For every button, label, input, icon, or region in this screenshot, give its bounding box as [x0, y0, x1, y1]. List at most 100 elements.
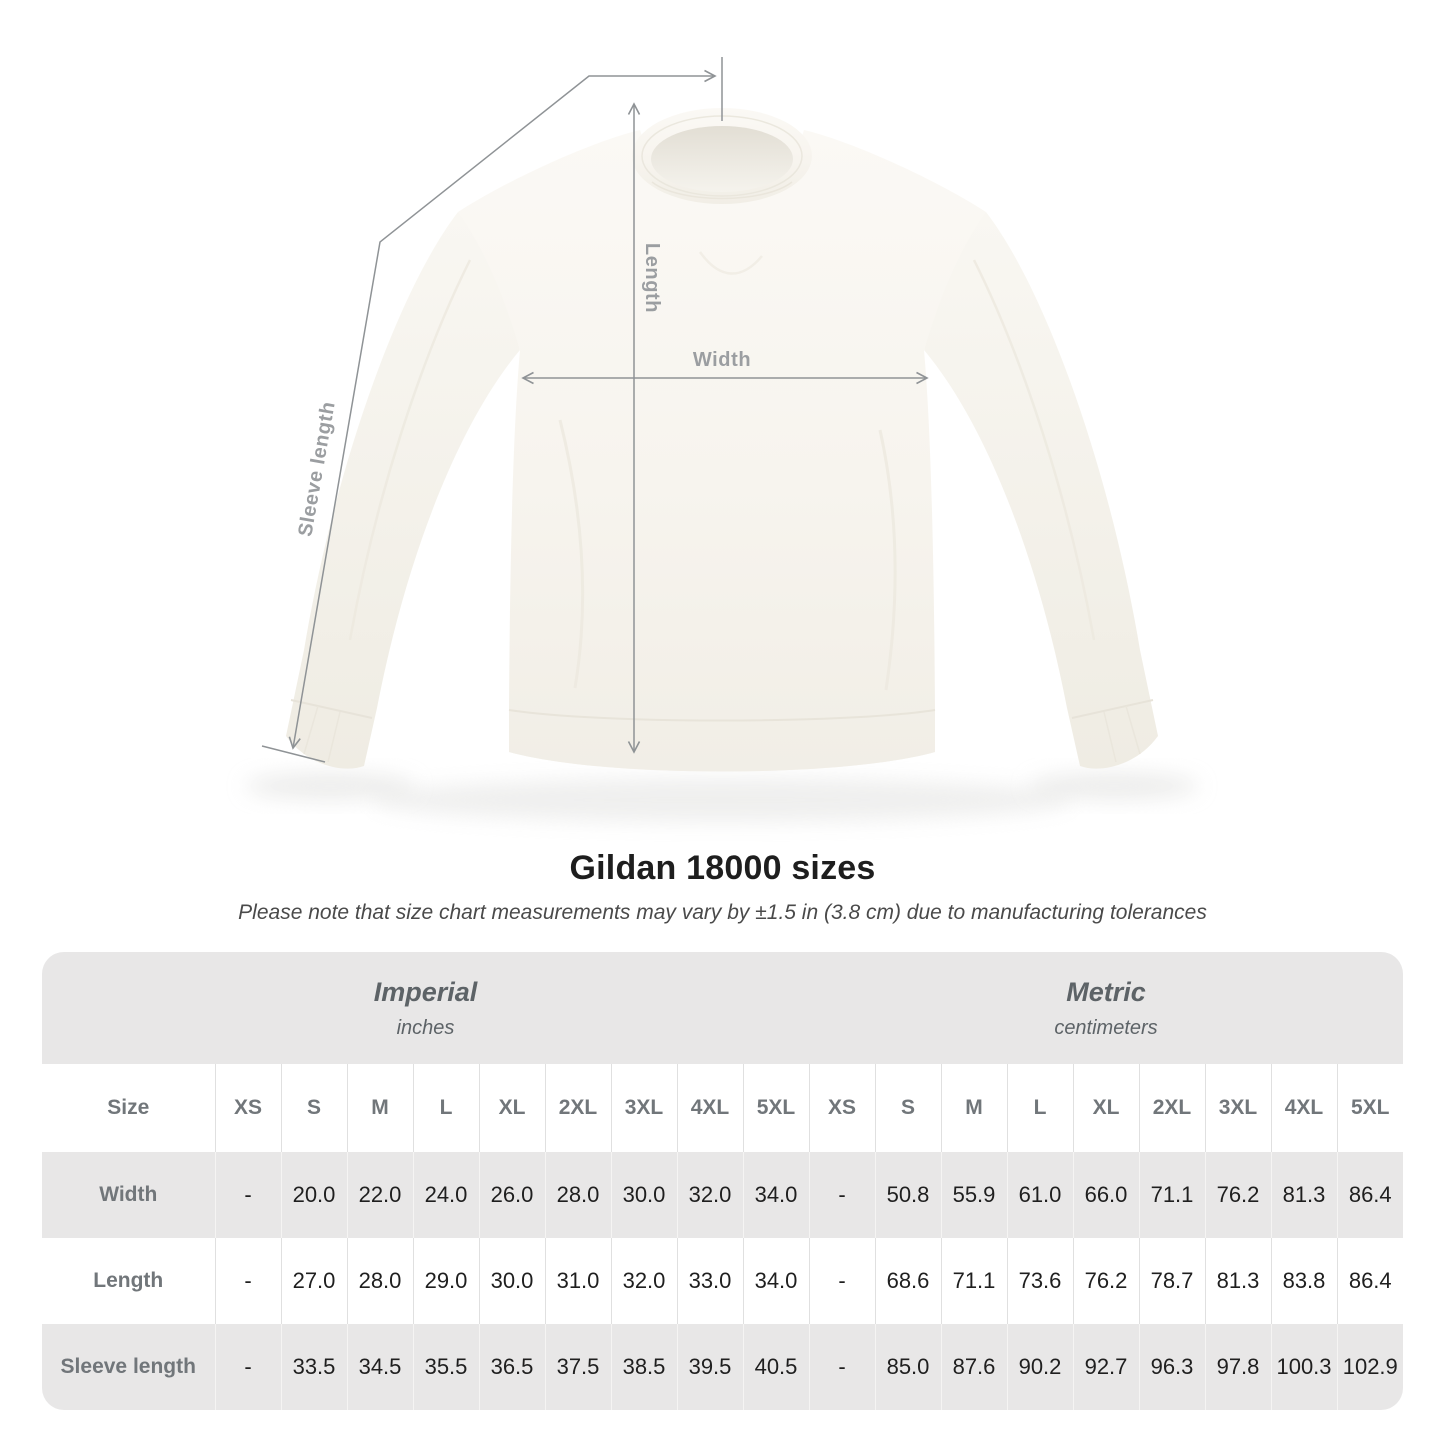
- size-col-header-4xl: 4XL: [676, 1064, 743, 1152]
- measurement-value-imperial: 34.0: [742, 1238, 809, 1324]
- unit-system-name: Imperial: [373, 976, 478, 1007]
- measurement-value-imperial: 38.5: [610, 1324, 677, 1410]
- measurement-value-imperial: 33.5: [280, 1324, 347, 1410]
- unit-system-metric: Metric centimeters: [809, 952, 1403, 1064]
- measurement-row-label: Length: [93, 1269, 164, 1292]
- size-col-header-xl: XL: [478, 1064, 545, 1152]
- measurement-value-metric: 71.1: [940, 1238, 1007, 1324]
- heading: Gildan 18000 sizes Please note that size…: [0, 849, 1445, 925]
- measurement-value-metric: 96.3: [1138, 1324, 1205, 1410]
- measurement-value-imperial: 31.0: [544, 1238, 611, 1324]
- cuff-tick: [261, 745, 326, 763]
- measurement-lines: [261, 57, 929, 763]
- measurement-value-imperial: -: [214, 1324, 281, 1410]
- measurement-value-metric: 85.0: [874, 1324, 941, 1410]
- measurement-value-metric: -: [808, 1324, 875, 1410]
- size-col-header-l: L: [412, 1064, 479, 1152]
- measurement-value-metric: 102.9: [1336, 1324, 1403, 1410]
- size-col-header-xs: XS: [214, 1064, 281, 1152]
- measurement-row-label: Sleeve length: [60, 1355, 196, 1378]
- measurement-value-imperial: 39.5: [676, 1324, 743, 1410]
- measurement-value-metric: 100.3: [1270, 1324, 1337, 1410]
- measurement-value-imperial: 26.0: [478, 1152, 545, 1238]
- measurement-value-imperial: 32.0: [676, 1152, 743, 1238]
- measurement-value-imperial: 32.0: [610, 1238, 677, 1324]
- measurement-value-metric: 68.6: [874, 1238, 941, 1324]
- measurement-value-metric: 92.7: [1072, 1324, 1139, 1410]
- sweatshirt-illustration: Length Width Sleeve length: [245, 57, 1199, 822]
- measurement-value-metric: 78.7: [1138, 1238, 1205, 1324]
- unit-system-unit: inches: [396, 1016, 455, 1039]
- measurement-value-metric: 61.0: [1006, 1152, 1073, 1238]
- measurement-value-imperial: 33.0: [676, 1238, 743, 1324]
- measurement-value-imperial: 22.0: [346, 1152, 413, 1238]
- size-table-grid: Imperial inches Metric centimeters Size XS S M L…: [42, 952, 1403, 1410]
- size-col-header-3xl: 3XL: [1204, 1064, 1271, 1152]
- size-col-header-xs: XS: [808, 1064, 875, 1152]
- measurement-value-metric: 76.2: [1072, 1238, 1139, 1324]
- sleeve-measure-line: [288, 69, 717, 750]
- measurement-value-metric: 81.3: [1270, 1152, 1337, 1238]
- measurement-value-imperial: 27.0: [280, 1238, 347, 1324]
- measurement-value-metric: 73.6: [1006, 1238, 1073, 1324]
- size-col-header-5xl: 5XL: [1336, 1064, 1403, 1152]
- measurement-value-metric: 83.8: [1270, 1238, 1337, 1324]
- measurement-value-metric: 66.0: [1072, 1152, 1139, 1238]
- measurement-value-metric: 90.2: [1006, 1324, 1073, 1410]
- size-col-header-l: L: [1006, 1064, 1073, 1152]
- measurement-value-imperial: 35.5: [412, 1324, 479, 1410]
- measurement-value-metric: 71.1: [1138, 1152, 1205, 1238]
- measurement-row-width: Width -20.0 22.0 24.0 26.0 28.0 30.0 32.0 34.0-5…: [42, 1152, 1403, 1238]
- measurement-value-metric: -: [808, 1152, 875, 1238]
- measurement-value-imperial: 29.0: [412, 1238, 479, 1324]
- unit-system-name: Metric: [1066, 976, 1146, 1007]
- measurement-value-metric: 87.6: [940, 1324, 1007, 1410]
- measurement-value-imperial: 24.0: [412, 1152, 479, 1238]
- measurement-value-imperial: -: [214, 1152, 281, 1238]
- size-col-header-m: M: [346, 1064, 413, 1152]
- measurement-row-sleeve-length: Sleeve length -33.5 34.5 35.5 36.5 37.5 38.5 39…: [42, 1324, 1403, 1410]
- measurement-value-metric: 97.8: [1204, 1324, 1271, 1410]
- product-measurement-diagram: Length Width Sleeve length: [245, 57, 1199, 822]
- measurement-value-imperial: 36.5: [478, 1324, 545, 1410]
- size-col-header-s: S: [280, 1064, 347, 1152]
- size-col-header-m: M: [940, 1064, 1007, 1152]
- measurement-value-metric: 81.3: [1204, 1238, 1271, 1324]
- measurement-value-imperial: 28.0: [544, 1152, 611, 1238]
- size-col-header-2xl: 2XL: [1138, 1064, 1205, 1152]
- unit-system-row: Imperial inches Metric centimeters: [42, 952, 1403, 1064]
- measurement-row-length: Length -27.0 28.0 29.0 30.0 31.0 32.0 33.0 34.0-…: [42, 1238, 1403, 1324]
- width-label: Width: [693, 349, 751, 371]
- size-col-header-2xl: 2XL: [544, 1064, 611, 1152]
- sweatshirt: [286, 108, 1158, 772]
- measurement-value-metric: 50.8: [874, 1152, 941, 1238]
- size-col-header-5xl: 5XL: [742, 1064, 809, 1152]
- size-col-header-4xl: 4XL: [1270, 1064, 1337, 1152]
- unit-system-imperial: Imperial inches: [42, 952, 809, 1064]
- measurement-value-imperial: 30.0: [478, 1238, 545, 1324]
- measurement-value-imperial: 40.5: [742, 1324, 809, 1410]
- measurement-value-imperial: 34.0: [742, 1152, 809, 1238]
- size-col-header-xl: XL: [1072, 1064, 1139, 1152]
- measurement-value-imperial: 37.5: [544, 1324, 611, 1410]
- measurement-value-metric: 55.9: [940, 1152, 1007, 1238]
- measurement-row-label: Width: [99, 1183, 158, 1206]
- size-table: Imperial inches Metric centimeters Size XS S M L…: [42, 952, 1403, 1410]
- measurement-value-metric: 86.4: [1336, 1238, 1403, 1324]
- size-header-row: Size XS S M L XL 2XL 3XL 4XL 5XL XS S M L XL 2XL 3XL 4XL 5…: [42, 1064, 1403, 1152]
- measurement-value-imperial: 30.0: [610, 1152, 677, 1238]
- measurement-value-imperial: 34.5: [346, 1324, 413, 1410]
- length-label: Length: [641, 243, 663, 313]
- garment-shadow: [245, 772, 1199, 822]
- measurement-value-metric: 76.2: [1204, 1152, 1271, 1238]
- size-col-header-s: S: [874, 1064, 941, 1152]
- page-title: Gildan 18000 sizes: [569, 849, 876, 887]
- unit-system-unit: centimeters: [1054, 1016, 1158, 1039]
- measurement-value-imperial: 20.0: [280, 1152, 347, 1238]
- size-col-header-3xl: 3XL: [610, 1064, 677, 1152]
- measurement-value-imperial: 28.0: [346, 1238, 413, 1324]
- page-subtitle: Please note that size chart measurements…: [238, 901, 1207, 924]
- measurement-value-metric: -: [808, 1238, 875, 1324]
- size-corner-label: Size: [107, 1096, 150, 1119]
